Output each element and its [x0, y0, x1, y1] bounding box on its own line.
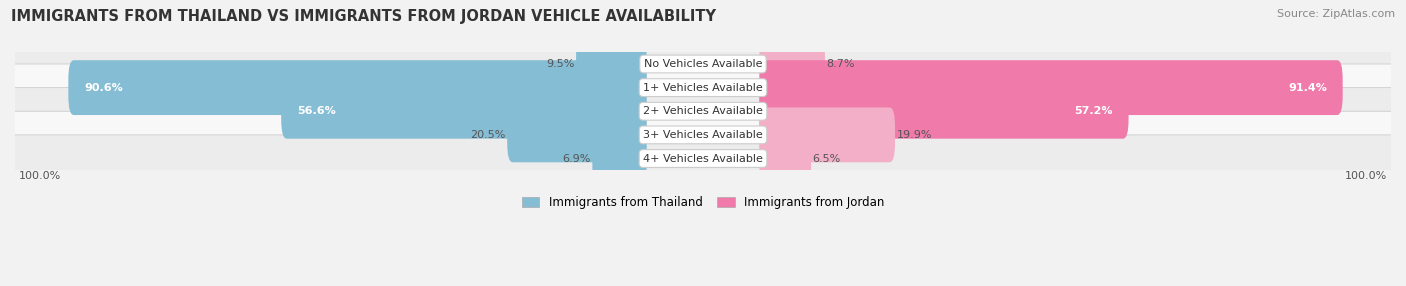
Text: No Vehicles Available: No Vehicles Available — [644, 59, 762, 69]
FancyBboxPatch shape — [759, 60, 1343, 115]
FancyBboxPatch shape — [281, 84, 647, 139]
FancyBboxPatch shape — [69, 60, 647, 115]
Text: IMMIGRANTS FROM THAILAND VS IMMIGRANTS FROM JORDAN VEHICLE AVAILABILITY: IMMIGRANTS FROM THAILAND VS IMMIGRANTS F… — [11, 9, 716, 23]
Text: 8.7%: 8.7% — [827, 59, 855, 69]
Text: 9.5%: 9.5% — [547, 59, 575, 69]
Text: 90.6%: 90.6% — [84, 83, 122, 93]
FancyBboxPatch shape — [11, 88, 1395, 135]
Text: 6.5%: 6.5% — [813, 154, 841, 164]
FancyBboxPatch shape — [11, 64, 1395, 111]
FancyBboxPatch shape — [759, 84, 1129, 139]
Text: 1+ Vehicles Available: 1+ Vehicles Available — [643, 83, 763, 93]
FancyBboxPatch shape — [759, 108, 896, 162]
Text: 20.5%: 20.5% — [471, 130, 506, 140]
Text: 57.2%: 57.2% — [1074, 106, 1112, 116]
FancyBboxPatch shape — [759, 37, 825, 92]
FancyBboxPatch shape — [759, 131, 811, 186]
Text: 91.4%: 91.4% — [1288, 83, 1327, 93]
FancyBboxPatch shape — [576, 37, 647, 92]
Text: 4+ Vehicles Available: 4+ Vehicles Available — [643, 154, 763, 164]
Text: Source: ZipAtlas.com: Source: ZipAtlas.com — [1277, 9, 1395, 19]
Text: 2+ Vehicles Available: 2+ Vehicles Available — [643, 106, 763, 116]
FancyBboxPatch shape — [11, 135, 1395, 182]
Text: 6.9%: 6.9% — [562, 154, 591, 164]
FancyBboxPatch shape — [11, 111, 1395, 158]
Text: 100.0%: 100.0% — [1346, 171, 1388, 181]
FancyBboxPatch shape — [508, 108, 647, 162]
Text: 19.9%: 19.9% — [897, 130, 932, 140]
Text: 3+ Vehicles Available: 3+ Vehicles Available — [643, 130, 763, 140]
Legend: Immigrants from Thailand, Immigrants from Jordan: Immigrants from Thailand, Immigrants fro… — [522, 196, 884, 209]
FancyBboxPatch shape — [11, 40, 1395, 88]
Text: 100.0%: 100.0% — [18, 171, 60, 181]
FancyBboxPatch shape — [592, 131, 647, 186]
Text: 56.6%: 56.6% — [297, 106, 336, 116]
